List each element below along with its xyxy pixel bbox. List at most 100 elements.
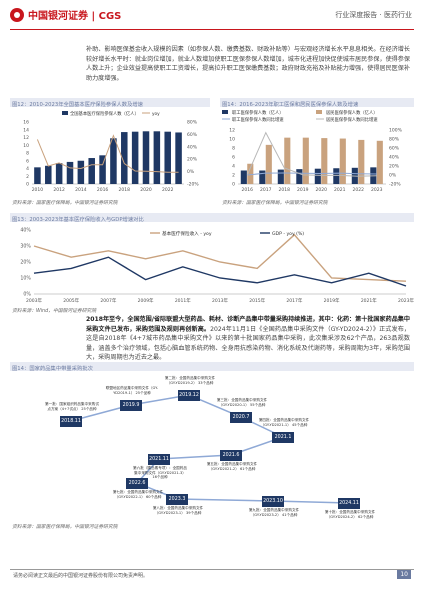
y-left-tick: 6 bbox=[232, 155, 235, 161]
timeline-note: 第四批：全国药品集中采购文件（GY-YD2021-1） 45个品种 bbox=[258, 418, 310, 427]
x-tick: 2018 bbox=[119, 187, 131, 193]
y-tick: 10% bbox=[20, 276, 31, 282]
bar-resident bbox=[302, 137, 309, 184]
x-tick: 2016 bbox=[97, 187, 109, 193]
bar-enrollment bbox=[77, 160, 85, 184]
bar-enrollment bbox=[55, 163, 63, 184]
y-left-tick: 12 bbox=[23, 135, 29, 141]
x-tick: 2015年 bbox=[249, 297, 265, 304]
logo-text: 中国银河证券 | CGS bbox=[28, 11, 122, 22]
x-tick: 2020 bbox=[140, 187, 152, 193]
body-paragraph-1: 补助、影响医保基金收入规模的因素（如参保人数、缴费基数、财政补贴等）与宏观经济增… bbox=[86, 46, 410, 82]
y-left-tick: 14 bbox=[23, 127, 29, 133]
procurement-timeline: 2018.11 第一批：国家组织药品集中采购试点方案（4+7试点） 25个品种 20… bbox=[10, 372, 414, 520]
timeline-note: 第一批：国家组织药品集中采购试点方案（4+7试点） 25个品种 bbox=[45, 402, 99, 411]
bar-enrollment bbox=[131, 131, 139, 184]
report-type: 行业深度报告 · 医药行业 bbox=[335, 11, 412, 19]
timeline-note: 第八批：全国药品集中采购文件（GY-YD2023-1） 39个品种 bbox=[152, 506, 204, 515]
legend-label: GDP - yoy (%) bbox=[272, 231, 304, 237]
y-right-tick: 0% bbox=[187, 169, 195, 175]
timeline-connector bbox=[70, 394, 350, 504]
bar-employee bbox=[333, 168, 340, 184]
x-tick: 2014 bbox=[75, 187, 87, 193]
legend-label: 职工医保参保人数（亿人） bbox=[232, 109, 284, 116]
bar-employee bbox=[314, 168, 321, 184]
figure-title-bar bbox=[10, 213, 414, 222]
y-right-tick: 60% bbox=[389, 146, 400, 152]
y-right-tick: 40% bbox=[187, 144, 198, 150]
y-right-tick: 0% bbox=[389, 173, 397, 179]
y-left-tick: 10 bbox=[23, 143, 29, 149]
x-tick: 2007年 bbox=[100, 297, 116, 304]
y-right-tick: -20% bbox=[187, 182, 199, 188]
bar-employee bbox=[277, 169, 284, 184]
body-paragraph-2: 2018年至今，全国范围/省际联盟大型药品、耗材、诊断产品集中带量采购持续推进，… bbox=[86, 315, 410, 363]
figure-12-source: 资料来源：国家医疗保障局，中国银河证券研究院 bbox=[12, 201, 118, 206]
y-left-tick: 8 bbox=[232, 146, 235, 152]
line-yoy bbox=[36, 134, 179, 173]
figure-13-chart: 0% 10% 20% 30% 40% 2003年 2005年 2007年 2009年 2011年 2… bbox=[20, 228, 414, 305]
x-tick: 2021 bbox=[334, 187, 346, 193]
y-tick: 20% bbox=[20, 260, 31, 266]
page-number: 10 bbox=[397, 570, 411, 579]
logo: 中国银河证券 | CGS bbox=[10, 7, 121, 22]
line-insurance-income-yoy bbox=[33, 233, 407, 282]
timeline-date-box: 2023.3 bbox=[166, 494, 188, 505]
y-right-tick: 20% bbox=[389, 164, 400, 170]
legend-label: 居民医保参保人数同比增速 bbox=[326, 116, 378, 123]
y-left-tick: 4 bbox=[26, 166, 29, 172]
x-tick: 2019年 bbox=[324, 297, 340, 304]
x-tick: 2022 bbox=[353, 187, 365, 193]
bar-resident bbox=[358, 139, 365, 184]
bar-enrollment bbox=[99, 155, 106, 184]
bar-enrollment bbox=[45, 165, 52, 184]
legend-swatch bbox=[62, 111, 68, 115]
x-tick: 2019 bbox=[297, 187, 309, 193]
y-left-tick: 0 bbox=[232, 182, 235, 188]
bar-enrollment bbox=[153, 131, 161, 184]
x-tick: 2017年 bbox=[286, 297, 302, 304]
timeline-note: 第十批：全国药品集中采购文件（GY-YD2024-2） 62个品种 bbox=[324, 510, 376, 519]
timeline-date-box: 2024.11 bbox=[338, 498, 360, 509]
timeline-date-box: 2021.1 bbox=[272, 432, 294, 443]
bar-resident bbox=[376, 140, 383, 184]
legend-label: 职工医保参保人数同比增速 bbox=[232, 116, 284, 123]
y-right-tick: 100% bbox=[389, 128, 403, 134]
x-tick: 2021年 bbox=[361, 297, 377, 304]
figure-14-title: 图14：2016-2023年职工医保和居民医保参保人数及增速 bbox=[222, 102, 359, 108]
timeline-note: 第六批（胰岛素专项）：全国药品集中采购文件（GY-YD2021-3） 16个品种 bbox=[133, 466, 187, 480]
line-resident-yoy bbox=[246, 131, 377, 177]
legend-label: yoy bbox=[152, 112, 160, 117]
x-tick: 2018 bbox=[279, 187, 291, 193]
bar-employee bbox=[259, 170, 266, 184]
logo-icon bbox=[10, 7, 24, 22]
figure-title-bar bbox=[10, 362, 414, 371]
timeline-date-box: 2019.9 bbox=[120, 400, 142, 411]
y-tick: 0% bbox=[23, 292, 31, 298]
x-tick: 2010 bbox=[32, 187, 44, 193]
figure-title-bar bbox=[220, 98, 414, 107]
y-left-tick: 6 bbox=[26, 158, 29, 164]
bar-enrollment bbox=[88, 158, 95, 184]
y-right-tick: 60% bbox=[187, 132, 198, 138]
legend-label: 全国基本医疗保险参保人数（亿人） bbox=[70, 110, 139, 117]
footer-divider bbox=[10, 569, 414, 570]
y-left-tick: 2 bbox=[26, 174, 29, 180]
y-right-tick: 80% bbox=[187, 120, 198, 126]
timeline-note: 联盟地区药品集中采购文件（GY-YD2019-1） 25个品种 bbox=[105, 386, 159, 395]
bar-enrollment bbox=[121, 132, 128, 184]
bar-employee bbox=[296, 169, 303, 184]
timeline-date-box: 2019.12 bbox=[178, 390, 200, 401]
x-tick: 2011年 bbox=[175, 297, 191, 304]
bar-enrollment bbox=[66, 161, 74, 184]
x-tick: 2017 bbox=[260, 187, 272, 193]
y-right-tick: 40% bbox=[389, 155, 400, 161]
figure-14b-source: 资料来源：国家医疗保障局，中国银河证券研究院 bbox=[12, 525, 118, 530]
legend-label: 居民医保参保人数（亿人） bbox=[326, 109, 378, 116]
figure-13-title: 图13：2003-2023年基本医疗保险收入与GDP增速对比 bbox=[12, 217, 144, 223]
page-header: 中国银河证券 | CGS 行业深度报告 · 医药行业 bbox=[0, 0, 424, 30]
bar-enrollment bbox=[175, 132, 182, 184]
figure-14-chart: 0 2 4 6 8 10 12 -20% 0% 20% 40% 60% 80% 100% 2016 2017 2… bbox=[222, 109, 403, 193]
timeline-date-box: 2023.10 bbox=[262, 496, 284, 507]
